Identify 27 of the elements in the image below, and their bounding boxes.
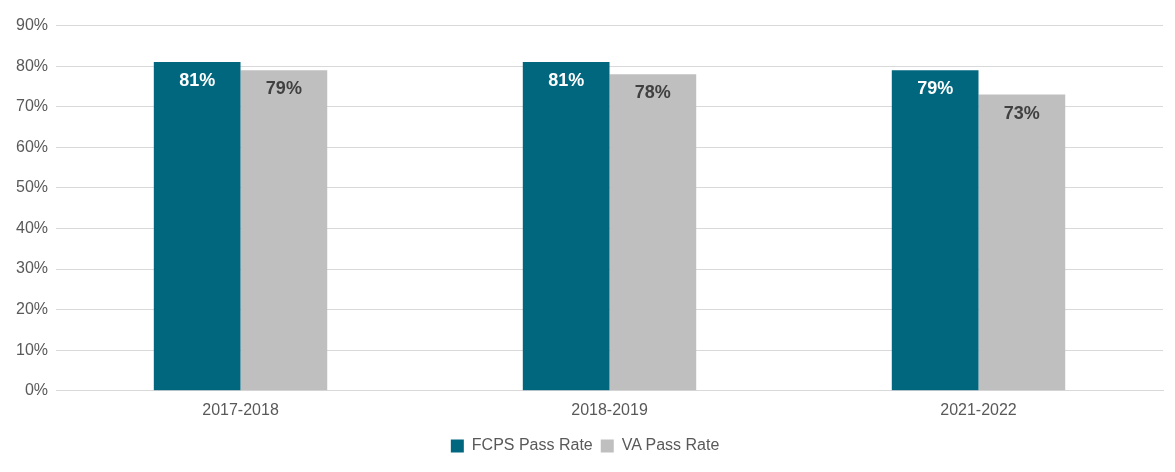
bar (978, 94, 1066, 391)
y-tick-label: 50% (15, 178, 49, 196)
legend-label: FCPS Pass Rate (471, 436, 593, 454)
y-tick-label: 70% (15, 97, 49, 115)
text: 79% (917, 78, 954, 99)
y-tick-label: 10% (15, 340, 49, 358)
y-tick-label: 0% (24, 381, 49, 399)
text: 79% (265, 78, 302, 99)
x-tick-label: 2017-2018 (202, 400, 279, 418)
y-tick-label: 30% (15, 259, 49, 277)
x-tick-label: 2021-2022 (940, 400, 1017, 418)
text: 81% (548, 70, 585, 91)
text: 78% (634, 82, 671, 103)
y-tick-label: 60% (15, 137, 49, 155)
bar (153, 62, 241, 391)
legend-label: VA Pass Rate (621, 436, 720, 454)
y-tick-label: 90% (15, 16, 49, 34)
x-tick-label: 2018-2019 (571, 400, 648, 418)
bar (240, 70, 328, 391)
bar (891, 70, 979, 391)
text: 81% (179, 70, 216, 91)
bar (609, 74, 697, 391)
y-tick-label: 40% (15, 218, 49, 236)
text: 73% (1003, 102, 1040, 123)
bar (522, 62, 610, 391)
y-tick-label: 20% (15, 300, 49, 318)
y-tick-label: 80% (15, 56, 49, 74)
